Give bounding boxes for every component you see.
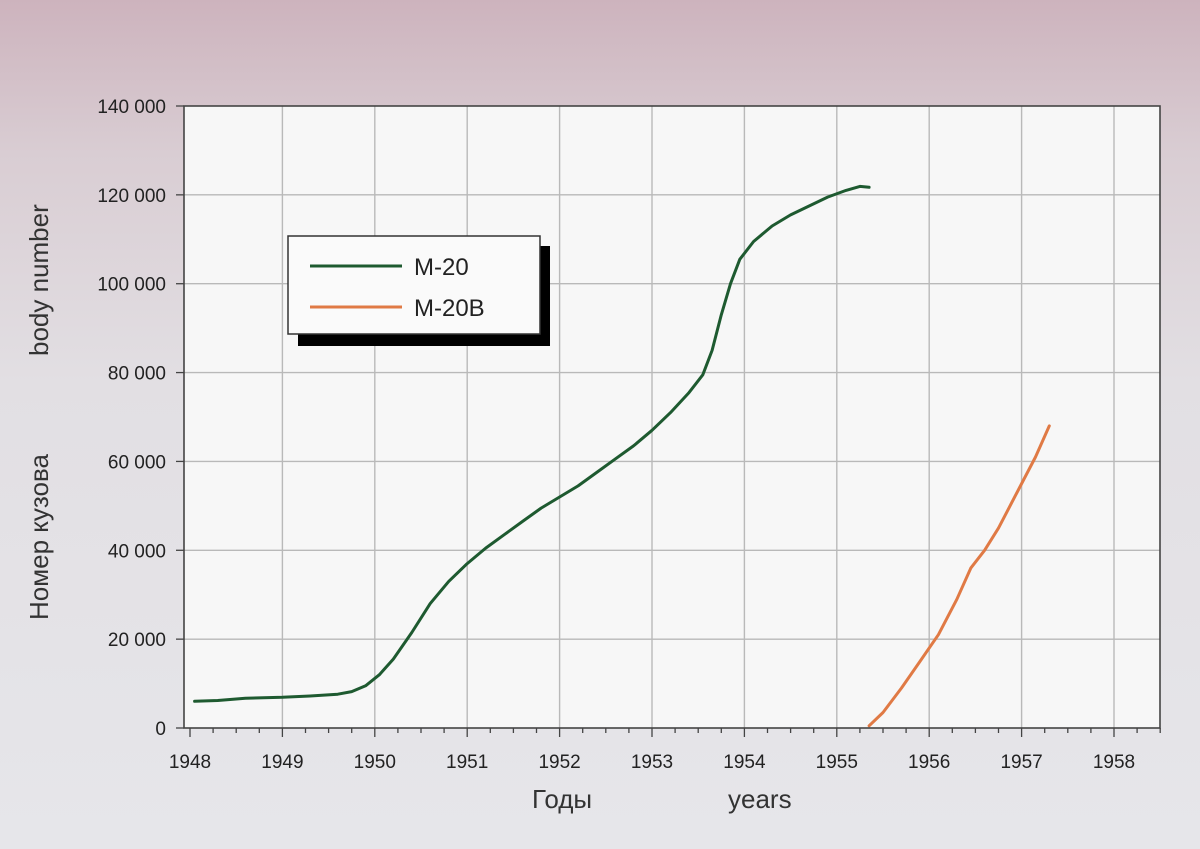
x-tick-label: 1957 (1000, 752, 1042, 773)
x-tick-label: 1952 (538, 752, 580, 773)
y-tick-label: 0 (155, 719, 166, 740)
x-tick-label: 1951 (446, 752, 488, 773)
y-tick-label: 140 000 (97, 97, 166, 118)
legend-box (287, 235, 541, 335)
x-tick-label: 1949 (261, 752, 303, 773)
legend: M-20 M-20B (287, 235, 550, 346)
y-axis-title-en: body number (24, 204, 54, 356)
y-tick-label: 80 000 (108, 364, 166, 385)
x-tick-label: 1954 (723, 752, 766, 773)
x-tick-label: 1958 (1093, 752, 1135, 773)
series-line-m20b (867, 424, 1051, 728)
legend-label-m20b: M-20B (414, 295, 485, 322)
grid-lines (184, 106, 1160, 728)
legend-label-m20: M-20 (414, 254, 469, 281)
y-tick-label: 120 000 (97, 186, 166, 207)
x-axis-title-en: years (728, 784, 792, 814)
plot-frame (183, 105, 1161, 729)
series-lines (193, 184, 1051, 728)
y-axis-title: Номер кузова (24, 453, 54, 620)
x-axis-title: Годы (532, 784, 592, 814)
axis-ticks: 1948 1949 1950 1951 1952 1953 1954 1955 1956 1957… (97, 97, 1161, 773)
x-tick-label: 1948 (169, 752, 211, 773)
y-tick-label: 60 000 (108, 452, 166, 473)
x-tick-label: 1950 (354, 752, 396, 773)
y-tick-label: 100 000 (97, 275, 166, 296)
y-tick-label: 40 000 (108, 541, 166, 562)
x-tick-label: 1955 (816, 752, 858, 773)
y-tick-label: 20 000 (108, 630, 166, 651)
x-tick-label: 1956 (908, 752, 950, 773)
plot-area (184, 106, 1160, 728)
x-tick-label: 1953 (631, 752, 673, 773)
series-line-m20 (193, 184, 871, 703)
